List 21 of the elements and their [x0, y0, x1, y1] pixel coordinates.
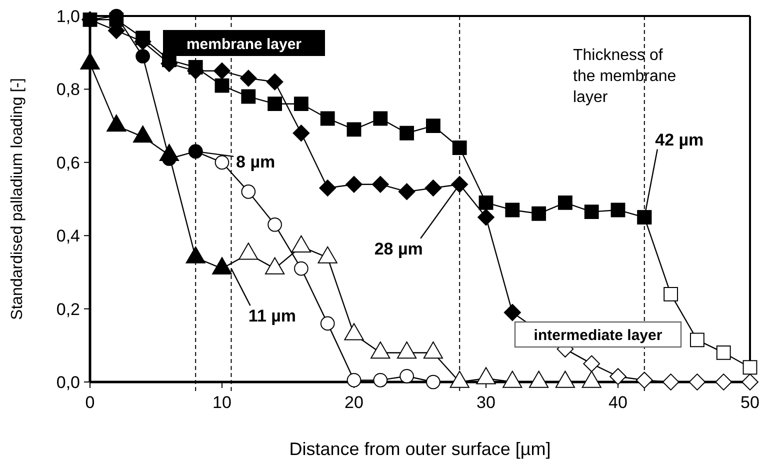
- x-tick-label: 40: [608, 393, 628, 412]
- x-tick-label: 20: [344, 393, 364, 412]
- x-tick-label: 50: [740, 393, 760, 412]
- annotation: 8 µm: [236, 152, 276, 172]
- annotation: Thickness of the membrane layer: [573, 47, 676, 106]
- y-axis-title: Standardised palladium loading [-]: [9, 78, 26, 320]
- y-tick-label: 0,4: [56, 226, 80, 246]
- annotation: intermediate layer: [534, 327, 662, 344]
- y-tick-label: 1,0: [56, 6, 80, 26]
- x-tick-label: 10: [212, 393, 232, 412]
- y-tick-label: 0,6: [56, 153, 80, 172]
- annotation: 11 µm: [248, 306, 296, 326]
- y-tick-label: 0,0: [56, 372, 80, 392]
- x-tick-label: 0: [85, 393, 95, 412]
- x-tick-label: 30: [476, 393, 496, 412]
- annotation: 28 µm: [374, 239, 423, 258]
- annotation: 42 µm: [655, 130, 704, 150]
- annotation: membrane layer: [186, 36, 302, 53]
- y-tick-label: 0,8: [56, 80, 80, 100]
- y-tick-label: 0,2: [56, 300, 80, 319]
- x-axis-title: Distance from outer surface [µm]: [289, 439, 551, 459]
